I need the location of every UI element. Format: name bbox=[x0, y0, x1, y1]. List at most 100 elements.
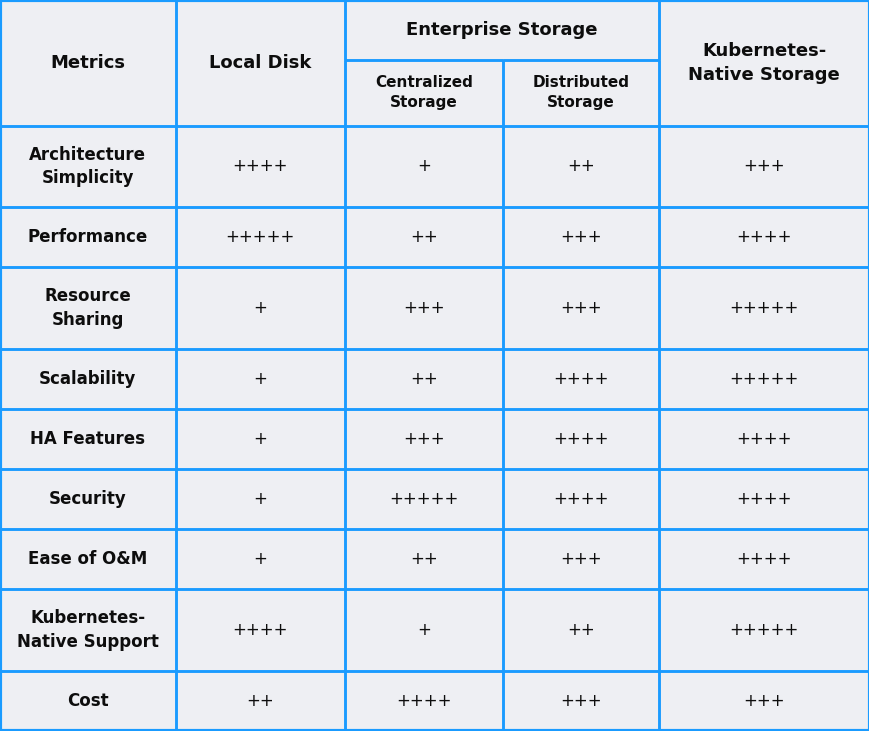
Bar bbox=[0, 126, 176, 207]
Text: +++++: +++++ bbox=[225, 228, 295, 246]
Text: +++++: +++++ bbox=[729, 621, 798, 639]
Text: +++: +++ bbox=[560, 228, 600, 246]
Text: Resource
Sharing: Resource Sharing bbox=[44, 287, 131, 329]
Text: +++++: +++++ bbox=[729, 299, 798, 317]
Bar bbox=[344, 671, 502, 731]
Bar bbox=[658, 529, 869, 589]
Bar bbox=[0, 469, 176, 529]
Text: +++: +++ bbox=[743, 692, 784, 710]
Bar bbox=[0, 529, 176, 589]
Text: Enterprise Storage: Enterprise Storage bbox=[405, 21, 597, 39]
Text: +++: +++ bbox=[743, 157, 784, 175]
Bar bbox=[176, 409, 344, 469]
Bar bbox=[176, 349, 344, 409]
Bar bbox=[176, 0, 344, 126]
Text: Kubernetes-
Native Storage: Kubernetes- Native Storage bbox=[687, 42, 839, 83]
Bar bbox=[502, 349, 658, 409]
Text: +++++: +++++ bbox=[388, 491, 458, 508]
Text: Cost: Cost bbox=[67, 692, 109, 710]
Text: ++++: ++++ bbox=[736, 491, 791, 508]
Bar bbox=[502, 126, 658, 207]
Text: ++++: ++++ bbox=[736, 550, 791, 568]
Bar bbox=[176, 589, 344, 671]
Text: ++: ++ bbox=[567, 621, 594, 639]
Text: ++++: ++++ bbox=[736, 430, 791, 448]
Bar bbox=[176, 529, 344, 589]
Bar bbox=[0, 207, 176, 268]
Bar bbox=[176, 207, 344, 268]
Bar bbox=[658, 349, 869, 409]
Bar bbox=[502, 60, 658, 126]
Bar bbox=[344, 409, 502, 469]
Text: +: + bbox=[416, 621, 430, 639]
Bar bbox=[0, 671, 176, 731]
Bar bbox=[502, 207, 658, 268]
Bar bbox=[658, 207, 869, 268]
Text: +++: +++ bbox=[560, 692, 600, 710]
Bar bbox=[0, 0, 176, 126]
Bar bbox=[344, 126, 502, 207]
Bar bbox=[0, 409, 176, 469]
Bar bbox=[502, 409, 658, 469]
Text: ++++: ++++ bbox=[736, 228, 791, 246]
Text: ++++: ++++ bbox=[232, 157, 288, 175]
Text: ++++: ++++ bbox=[553, 491, 607, 508]
Bar bbox=[176, 268, 344, 349]
Text: Ease of O&M: Ease of O&M bbox=[28, 550, 148, 568]
Bar bbox=[658, 409, 869, 469]
Bar bbox=[0, 268, 176, 349]
Text: ++: ++ bbox=[409, 228, 437, 246]
Bar bbox=[344, 529, 502, 589]
Bar bbox=[658, 0, 869, 126]
Text: ++: ++ bbox=[246, 692, 274, 710]
Bar bbox=[344, 0, 658, 60]
Text: Security: Security bbox=[49, 491, 127, 508]
Bar bbox=[0, 589, 176, 671]
Text: +: + bbox=[416, 157, 430, 175]
Bar bbox=[502, 469, 658, 529]
Text: +++: +++ bbox=[402, 430, 444, 448]
Bar bbox=[658, 589, 869, 671]
Text: ++: ++ bbox=[409, 550, 437, 568]
Text: Centralized
Storage: Centralized Storage bbox=[375, 75, 472, 110]
Text: ++++: ++++ bbox=[553, 430, 607, 448]
Text: Scalability: Scalability bbox=[39, 370, 136, 388]
Text: ++: ++ bbox=[409, 370, 437, 388]
Bar bbox=[658, 671, 869, 731]
Text: ++: ++ bbox=[567, 157, 594, 175]
Bar bbox=[176, 469, 344, 529]
Text: Local Disk: Local Disk bbox=[209, 54, 311, 72]
Bar bbox=[344, 589, 502, 671]
Text: ++++: ++++ bbox=[395, 692, 451, 710]
Text: +: + bbox=[253, 299, 267, 317]
Text: Architecture
Simplicity: Architecture Simplicity bbox=[30, 145, 146, 187]
Bar bbox=[344, 349, 502, 409]
Bar bbox=[502, 529, 658, 589]
Text: +++: +++ bbox=[560, 550, 600, 568]
Text: +++: +++ bbox=[560, 299, 600, 317]
Text: Metrics: Metrics bbox=[50, 54, 125, 72]
Text: +: + bbox=[253, 491, 267, 508]
Text: +: + bbox=[253, 550, 267, 568]
Bar bbox=[344, 469, 502, 529]
Bar bbox=[658, 268, 869, 349]
Bar bbox=[176, 126, 344, 207]
Bar bbox=[658, 469, 869, 529]
Text: +: + bbox=[253, 430, 267, 448]
Bar bbox=[502, 589, 658, 671]
Text: ++++: ++++ bbox=[232, 621, 288, 639]
Text: Distributed
Storage: Distributed Storage bbox=[532, 75, 628, 110]
Bar bbox=[0, 349, 176, 409]
Text: +++++: +++++ bbox=[729, 370, 798, 388]
Bar bbox=[502, 268, 658, 349]
Bar bbox=[344, 60, 502, 126]
Bar bbox=[344, 207, 502, 268]
Text: HA Features: HA Features bbox=[30, 430, 145, 448]
Bar bbox=[502, 671, 658, 731]
Bar bbox=[176, 671, 344, 731]
Text: ++++: ++++ bbox=[553, 370, 607, 388]
Bar bbox=[658, 126, 869, 207]
Text: +: + bbox=[253, 370, 267, 388]
Text: +++: +++ bbox=[402, 299, 444, 317]
Text: Kubernetes-
Native Support: Kubernetes- Native Support bbox=[17, 610, 159, 651]
